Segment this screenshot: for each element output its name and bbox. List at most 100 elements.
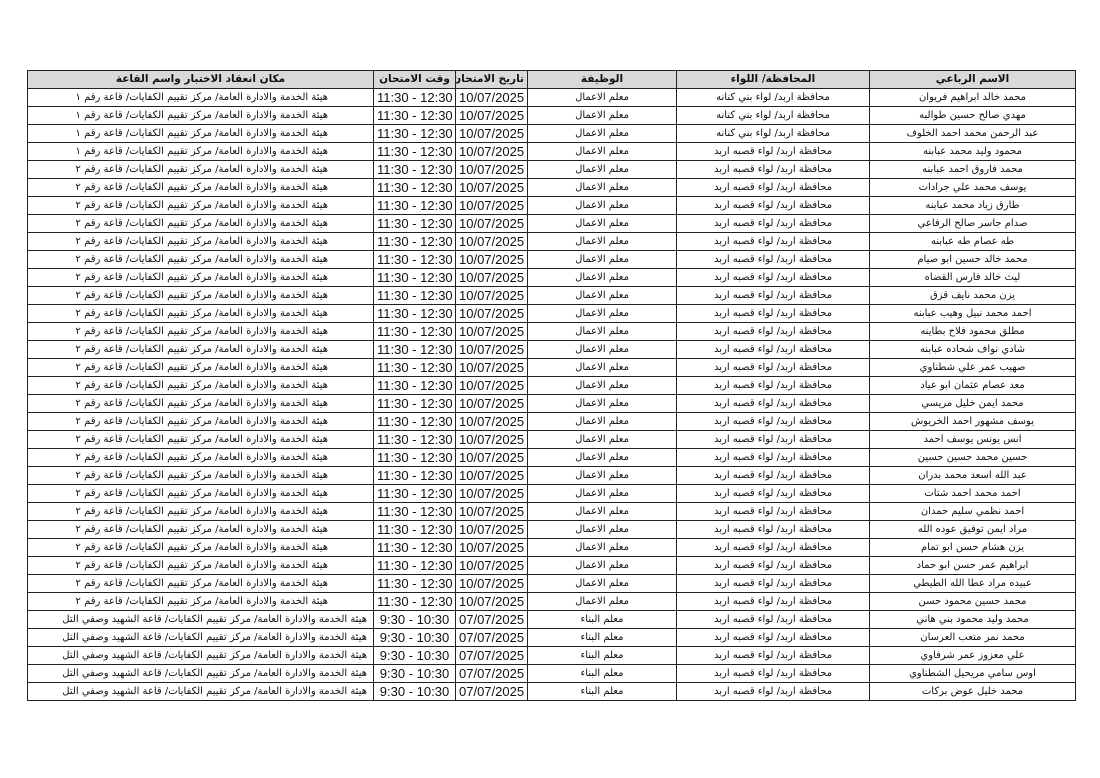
cell-governorate: محافظة اربد/ لواء قصبه اربد <box>676 160 870 179</box>
cell-job: معلم الاعمال <box>527 430 677 449</box>
table-row: ابراهيم عمر حسن ابو حماد محافظة اربد/ لوا… <box>27 556 1076 575</box>
cell-place: هيئة الخدمة والادارة العامة/ مركز تقييم … <box>27 250 374 269</box>
cell-time: 11:30 - 12:30 <box>373 448 456 467</box>
cell-name: صدام جاسر صالح الرفاعي <box>869 214 1076 233</box>
cell-name: ابراهيم عمر حسن ابو حماد <box>869 556 1076 575</box>
cell-date: 10/07/2025 <box>455 214 528 233</box>
cell-time: 11:30 - 12:30 <box>373 538 456 557</box>
table-row: احمد محمد احمد شتات محافظة اربد/ لواء قصب… <box>27 484 1076 503</box>
cell-place: هيئة الخدمة والادارة العامة/ مركز تقييم … <box>27 106 374 125</box>
cell-job: معلم الاعمال <box>527 394 677 413</box>
cell-time: 11:30 - 12:30 <box>373 268 456 287</box>
cell-name: طارق زياد محمد عبابنه <box>869 196 1076 215</box>
header-place: مكان انعقاد الاختبار واسم القاعة <box>27 70 374 89</box>
cell-governorate: محافظة اربد/ لواء قصبه اربد <box>676 430 870 449</box>
cell-governorate: محافظة اربد/ لواء قصبه اربد <box>676 322 870 341</box>
exam-schedule-table: الاسم الرباعي المحافظة/ اللواء الوظيفة ت… <box>27 70 1076 701</box>
cell-place: هيئة الخدمة والادارة العامة/ مركز تقييم … <box>27 502 374 521</box>
cell-place: هيئة الخدمة والادارة العامة/ مركز تقييم … <box>27 484 374 503</box>
cell-place: هيئة الخدمة والادارة العامة/ مركز تقييم … <box>27 430 374 449</box>
cell-name: شادي نواف شحاده عبابنه <box>869 340 1076 359</box>
cell-date: 10/07/2025 <box>455 196 528 215</box>
cell-name: محمد خليل عوض بركات <box>869 682 1076 701</box>
cell-place: هيئة الخدمة والادارة العامة/ مركز تقييم … <box>27 556 374 575</box>
cell-place: هيئة الخدمة والادارة العامة/ مركز تقييم … <box>27 358 374 377</box>
table-row: معد عصام عثمان ابو عياد محافظة اربد/ لواء… <box>27 376 1076 395</box>
cell-time: 11:30 - 12:30 <box>373 376 456 395</box>
cell-name: طه عصام طه عبابنه <box>869 232 1076 251</box>
cell-time: 11:30 - 12:30 <box>373 88 456 107</box>
cell-date: 10/07/2025 <box>455 178 528 197</box>
cell-date: 10/07/2025 <box>455 304 528 323</box>
cell-date: 07/07/2025 <box>455 682 528 701</box>
cell-time: 11:30 - 12:30 <box>373 502 456 521</box>
table-row: انس يونس يوسف احمد محافظة اربد/ لواء قصبه… <box>27 430 1076 449</box>
cell-date: 10/07/2025 <box>455 592 528 611</box>
cell-place: هيئة الخدمة والادارة العامة/ مركز تقييم … <box>27 466 374 485</box>
cell-time: 11:30 - 12:30 <box>373 358 456 377</box>
cell-name: محمد فاروق احمد عبابنه <box>869 160 1076 179</box>
cell-name: احمد محمد احمد شتات <box>869 484 1076 503</box>
cell-job: معلم البناء <box>527 628 677 647</box>
header-row: الاسم الرباعي المحافظة/ اللواء الوظيفة ت… <box>27 70 1076 89</box>
cell-time: 11:30 - 12:30 <box>373 286 456 305</box>
table-row: احمد نظمي سليم حمدان محافظة اربد/ لواء قص… <box>27 502 1076 521</box>
table-row: يزن هشام حسن ابو تمام محافظة اربد/ لواء ق… <box>27 538 1076 557</box>
cell-governorate: محافظة اربد/ لواء قصبه اربد <box>676 232 870 251</box>
cell-date: 07/07/2025 <box>455 664 528 683</box>
cell-job: معلم الاعمال <box>527 178 677 197</box>
cell-name: علي معزوز عمر شرفاوي <box>869 646 1076 665</box>
cell-job: معلم البناء <box>527 610 677 629</box>
header-governorate: المحافظة/ اللواء <box>676 70 870 89</box>
cell-governorate: محافظة اربد/ لواء قصبه اربد <box>676 376 870 395</box>
cell-job: معلم الاعمال <box>527 466 677 485</box>
cell-job: معلم الاعمال <box>527 340 677 359</box>
cell-place: هيئة الخدمة والادارة العامة/ مركز تقييم … <box>27 286 374 305</box>
cell-place: هيئة الخدمة والادارة العامة/ مركز تقييم … <box>27 178 374 197</box>
cell-job: معلم البناء <box>527 682 677 701</box>
cell-name: صهيب عمر علي شطناوي <box>869 358 1076 377</box>
cell-place: هيئة الخدمة والادارة العامة/ مركز تقييم … <box>27 448 374 467</box>
cell-time: 11:30 - 12:30 <box>373 556 456 575</box>
table-row: محمد خليل عوض بركات محافظة اربد/ لواء قصب… <box>27 682 1076 701</box>
cell-date: 10/07/2025 <box>455 286 528 305</box>
cell-date: 10/07/2025 <box>455 556 528 575</box>
cell-time: 11:30 - 12:30 <box>373 196 456 215</box>
cell-job: معلم الاعمال <box>527 448 677 467</box>
cell-time: 11:30 - 12:30 <box>373 250 456 269</box>
cell-place: هيئة الخدمة والادارة العامة/ مركز تقييم … <box>27 412 374 431</box>
table-row: عبد الرحمن محمد احمد الخلوف محافظة اربد/ … <box>27 124 1076 143</box>
cell-place: هيئة الخدمة والادارة العامة/ مركز تقييم … <box>27 124 374 143</box>
cell-job: معلم البناء <box>527 664 677 683</box>
cell-time: 9:30 - 10:30 <box>373 682 456 701</box>
table-row: ليث خالد فارس القضاه محافظة اربد/ لواء قص… <box>27 268 1076 287</box>
cell-name: محمد حسين محمود حسن <box>869 592 1076 611</box>
cell-name: يزن هشام حسن ابو تمام <box>869 538 1076 557</box>
cell-name: محمد ايمن خليل مريسي <box>869 394 1076 413</box>
cell-date: 10/07/2025 <box>455 160 528 179</box>
cell-job: معلم الاعمال <box>527 520 677 539</box>
cell-name: مراد ايمن توفيق عوده الله <box>869 520 1076 539</box>
cell-place: هيئة الخدمة والادارة العامة/ مركز تقييم … <box>27 214 374 233</box>
table-row: علي معزوز عمر شرفاوي محافظة اربد/ لواء قص… <box>27 646 1076 665</box>
cell-governorate: محافظة اربد/ لواء قصبه اربد <box>676 628 870 647</box>
cell-job: معلم الاعمال <box>527 502 677 521</box>
table-row: محمد خالد حسين ابو صيام محافظة اربد/ لواء… <box>27 250 1076 269</box>
cell-job: معلم البناء <box>527 646 677 665</box>
cell-name: اوس سامي مريحيل الشطناوي <box>869 664 1076 683</box>
table-row: حسين محمد حسين حسين محافظة اربد/ لواء قصب… <box>27 448 1076 467</box>
cell-governorate: محافظة اربد/ لواء قصبه اربد <box>676 340 870 359</box>
cell-governorate: محافظة اربد/ لواء قصبه اربد <box>676 574 870 593</box>
cell-job: معلم الاعمال <box>527 538 677 557</box>
cell-date: 10/07/2025 <box>455 232 528 251</box>
table-row: يوسف محمد علي جرادات محافظة اربد/ لواء قص… <box>27 178 1076 197</box>
cell-date: 10/07/2025 <box>455 340 528 359</box>
cell-date: 10/07/2025 <box>455 484 528 503</box>
table-row: اوس سامي مريحيل الشطناوي محافظة اربد/ لوا… <box>27 664 1076 683</box>
cell-name: محمود وليد محمد عبابنه <box>869 142 1076 161</box>
header-name: الاسم الرباعي <box>869 70 1076 89</box>
table-row: عبد الله اسعد محمد بدران محافظة اربد/ لوا… <box>27 466 1076 485</box>
cell-date: 07/07/2025 <box>455 628 528 647</box>
cell-name: يوسف مشهور احمد الخريوش <box>869 412 1076 431</box>
cell-time: 11:30 - 12:30 <box>373 340 456 359</box>
